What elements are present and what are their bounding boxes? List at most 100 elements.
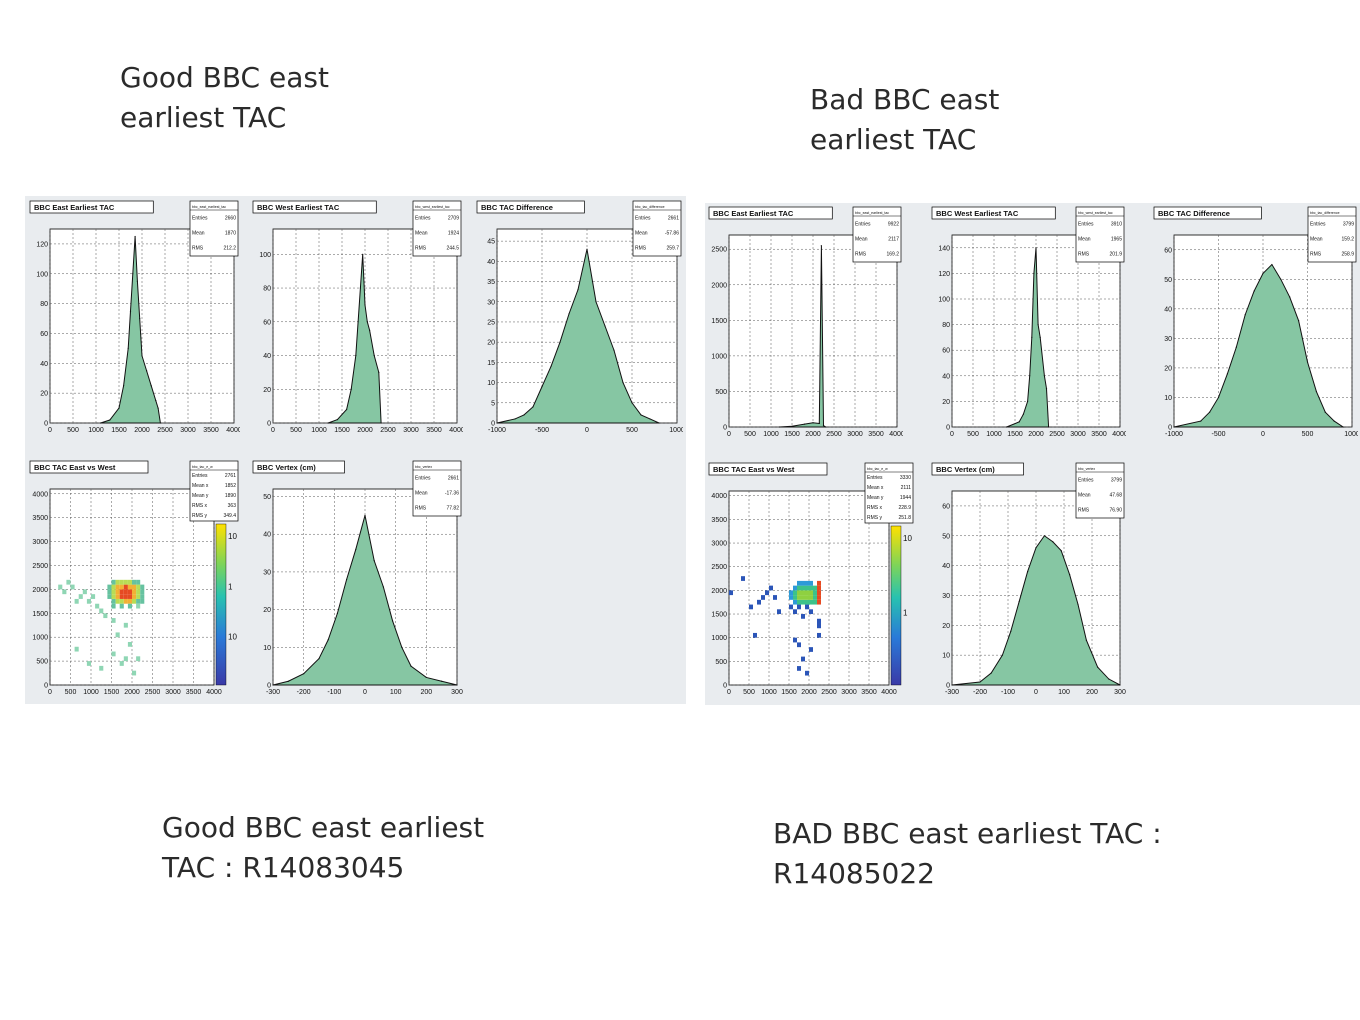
histogram-bin: [357, 321, 359, 323]
title-box: [252, 460, 345, 474]
title-box: [931, 462, 1024, 476]
stat-value: 1944: [900, 495, 911, 501]
stat-label: Mean: [192, 231, 205, 237]
stat-label: Entries: [855, 222, 871, 228]
heatmap-cell: [793, 595, 797, 600]
histogram-bin: [327, 639, 329, 641]
y-tick-label: 2500: [32, 563, 48, 570]
histogram-bin: [541, 386, 543, 388]
heatmap-cell: [801, 599, 805, 605]
y-tick-label: 100: [259, 252, 271, 259]
heatmap-cell: [123, 656, 128, 662]
plot-title: BBC TAC Difference: [481, 203, 553, 212]
histogram-bin: [364, 304, 366, 306]
caption-bad-title: Bad BBC east earliest TAC: [810, 83, 1000, 156]
x-tick-label: 3000: [180, 427, 196, 434]
y-tick-label: 20: [487, 340, 495, 347]
x-tick-label: 1500: [111, 427, 127, 434]
y-tick-label: 2000: [711, 588, 727, 595]
x-tick-label: 2500: [157, 427, 173, 434]
histogram-bin: [1043, 375, 1045, 377]
heatmap-cell: [789, 604, 793, 610]
histogram-bin: [1324, 411, 1326, 413]
x-tick-label: 0: [363, 689, 367, 696]
stat-label: Mean x: [867, 485, 884, 491]
heatmap-cell: [729, 590, 733, 596]
histogram-bin: [1027, 570, 1029, 573]
y-tick-label: 40: [263, 353, 271, 360]
histogram-bin: [559, 341, 561, 343]
heatmap-cell: [119, 584, 124, 590]
heatmap-cell: [127, 594, 132, 599]
stat-value: 3799: [1111, 478, 1122, 484]
histogram-bin: [1069, 573, 1071, 576]
heatmap-cell: [136, 589, 141, 595]
heatmap-cell: [86, 598, 91, 604]
y-tick-label: 20: [263, 387, 271, 394]
heatmap-cell: [127, 603, 132, 609]
heatmap-cell: [777, 609, 781, 615]
x-tick-label: 1500: [781, 689, 797, 696]
stat-label: RMS: [855, 252, 867, 258]
plot-title: BBC Vertex (cm): [936, 465, 995, 474]
heatmap-cell: [773, 595, 777, 600]
heatmap-cell: [111, 618, 116, 623]
heatmap-cell: [119, 594, 124, 599]
histogram-bin: [613, 349, 615, 351]
y-tick-label: 60: [40, 331, 48, 338]
histogram-bin: [1039, 336, 1041, 338]
stat-value: 1852: [225, 483, 236, 489]
heatmap-cell: [757, 599, 761, 605]
stat-box: [864, 462, 914, 524]
heatmap-cell: [817, 590, 821, 596]
histogram-bin: [577, 289, 579, 291]
stat-label: Mean: [855, 237, 868, 243]
heatmap-cell: [140, 589, 145, 595]
y-tick-label: 40: [40, 361, 48, 368]
histogram-bin: [139, 317, 141, 320]
x-tick-label: -200: [297, 689, 311, 696]
y-tick-label: 0: [44, 421, 48, 428]
y-tick-label: 2500: [711, 247, 727, 254]
histogram-bin: [1173, 426, 1175, 428]
histogram-bin: [355, 354, 357, 357]
plot-good-vertex: -300 -200 -100 0 100 200 300 0 10 20 30 40 50 BBC Ver…: [252, 460, 463, 696]
x-tick-label: 200: [420, 689, 432, 696]
histogram-bin: [804, 423, 806, 425]
heatmap-cell: [809, 609, 813, 615]
heatmap-cell: [62, 589, 67, 595]
heatmap-cell: [103, 613, 108, 619]
x-tick-label: 100: [1058, 689, 1070, 696]
histogram-bin: [532, 406, 534, 408]
histogram-bin: [123, 385, 125, 387]
histogram-bin: [951, 684, 953, 686]
palette-label: 1: [228, 582, 233, 591]
heatmap-cell: [817, 585, 821, 591]
stat-label: RMS x: [192, 503, 208, 509]
histogram-bin: [1077, 603, 1079, 606]
stat-value: 1965: [1111, 237, 1122, 243]
x-tick-label: 300: [451, 689, 463, 696]
heatmap-cell: [115, 598, 120, 604]
heatmap-cell: [107, 589, 112, 595]
x-tick-label: 4000: [881, 689, 897, 696]
palette-label: 10: [228, 532, 237, 541]
stat-value: 212.2: [223, 246, 236, 252]
plot-good-east: 0 500 1000 1500 2000 2500 3000 3500 4000 0 20 40 60 8…: [29, 200, 240, 434]
histogram-bin: [380, 422, 382, 424]
heatmap-cell: [74, 598, 79, 604]
x-tick-label: 500: [967, 431, 979, 438]
histogram-bin: [818, 422, 820, 425]
heatmap-cell: [127, 589, 132, 595]
y-tick-label: 30: [1164, 336, 1172, 343]
heatmap-cell: [801, 580, 805, 586]
heatmap-cell: [132, 589, 137, 595]
y-tick-label: 3000: [32, 539, 48, 546]
y-tick-label: 0: [723, 425, 727, 432]
heatmap-cell: [136, 584, 141, 590]
y-tick-label: 3000: [711, 541, 727, 548]
heatmap-cell: [797, 642, 801, 648]
histogram-bin: [364, 514, 366, 516]
stat-value: 47.68: [1109, 493, 1122, 499]
heatmap-cell: [817, 623, 821, 629]
